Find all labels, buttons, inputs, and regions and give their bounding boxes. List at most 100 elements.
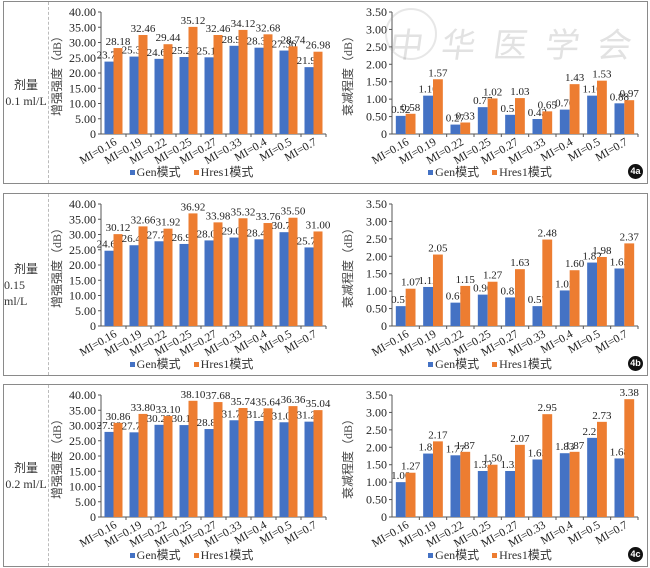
legend: Gen模式 Hres1模式 — [49, 546, 334, 563]
bar-gen — [587, 437, 597, 517]
y-tick-label: 3.00 — [366, 22, 387, 36]
data-label: 1.07 — [401, 277, 421, 289]
y-tick-label: 40.00 — [69, 197, 96, 211]
legend-swatch-hres — [492, 552, 498, 558]
y-tick-label: 0 — [90, 127, 96, 141]
y-tick-label: 0 — [381, 319, 387, 333]
bar-hres — [188, 400, 198, 517]
y-tick-label: 10.00 — [69, 480, 96, 494]
bar-gen — [304, 421, 314, 517]
data-label: 1.53 — [592, 69, 612, 81]
data-label: 2.37 — [620, 231, 640, 243]
bar-gen — [395, 306, 406, 326]
bar-hres — [313, 231, 323, 326]
data-label: 30.86 — [106, 411, 131, 423]
panel-tag: 4c — [628, 547, 643, 562]
enhancement-chart: 增强强度（dB） 0 5.00 10.00 15.00 20.00 25.00 30.00 35… — [49, 194, 334, 375]
data-label: 1.98 — [592, 245, 612, 257]
legend-label-hres: Hres1模式 — [499, 165, 552, 179]
bar-hres — [238, 407, 248, 517]
legend-swatch-gen — [428, 361, 434, 367]
legend-label-gen: Gen模式 — [435, 548, 480, 562]
y-tick-label: 3.50 — [366, 388, 387, 402]
bar-gen — [204, 429, 214, 517]
y-tick-label: 25.00 — [69, 434, 96, 448]
y-axis-label: 衰减程度（dB） — [340, 30, 355, 116]
bar-hres — [163, 416, 173, 517]
bar-hres — [238, 218, 248, 326]
y-tick-label: 3.00 — [366, 405, 387, 419]
x-tick-label: MI=0.7 — [594, 136, 630, 164]
bar-gen — [423, 286, 433, 326]
data-label: 2.95 — [538, 402, 558, 414]
data-label: 34.12 — [231, 18, 256, 30]
bar-hres — [238, 29, 248, 135]
y-axis-label: 增强强度（dB） — [49, 222, 64, 308]
data-label: 1.02 — [555, 278, 574, 290]
y-tick-label: 2.50 — [366, 40, 387, 54]
legend: Gen模式 Hres1模式 — [49, 163, 334, 180]
data-label: 32.66 — [131, 214, 156, 226]
y-tick-label: 30.00 — [69, 419, 96, 433]
data-label: 26.98 — [306, 40, 331, 52]
bar-hres — [542, 239, 553, 326]
data-label: 1.03 — [510, 86, 530, 98]
bar-gen — [254, 47, 264, 135]
data-label: 0.65 — [538, 99, 558, 111]
y-tick-label: 35.00 — [69, 403, 96, 417]
legend-label-gen: Gen模式 — [136, 165, 181, 179]
bar-hres — [542, 414, 553, 517]
bar-gen — [587, 262, 597, 326]
y-tick-label: 30.00 — [69, 36, 96, 50]
bar-hres — [163, 44, 173, 134]
y-tick-label: 5.00 — [75, 495, 96, 509]
bar-hres — [188, 213, 198, 326]
bar-gen — [104, 250, 114, 326]
y-tick-label: 20.00 — [69, 449, 96, 463]
data-label: 1.87 — [565, 440, 585, 452]
dose-value: 0.2 ml/L — [5, 476, 47, 491]
bar-gen — [614, 458, 625, 517]
data-label: 1.43 — [565, 72, 585, 84]
data-label: 0.33 — [456, 110, 476, 122]
bar-hres — [597, 421, 607, 517]
bar-gen — [279, 50, 289, 134]
y-tick-label: 40.00 — [69, 5, 96, 19]
data-label: 1.27 — [483, 270, 503, 282]
data-label: 1.60 — [565, 258, 585, 270]
data-label: 29.44 — [156, 32, 181, 44]
data-label: 35.32 — [231, 206, 256, 218]
y-tick-label: 25.00 — [69, 51, 96, 65]
bar-hres — [515, 269, 525, 326]
legend-swatch-gen — [129, 552, 135, 558]
bar-gen — [129, 245, 139, 326]
data-label: 35.50 — [281, 206, 306, 218]
bar-gen — [204, 57, 214, 134]
data-label: 2.73 — [592, 410, 612, 422]
y-tick-label: 35.00 — [69, 20, 96, 34]
bar-gen — [179, 425, 189, 517]
legend-swatch-gen — [129, 169, 135, 175]
bar-gen — [477, 470, 488, 517]
y-axis-label: 增强强度（dB） — [49, 30, 64, 116]
dose-label-cell: 剂量 0.1 ml/L — [4, 2, 49, 183]
data-label: 1.83 — [555, 441, 575, 453]
bar-gen — [154, 58, 164, 134]
bar-gen — [505, 297, 515, 326]
bar-hres — [542, 111, 553, 134]
bar-gen — [505, 114, 515, 134]
bar-gen — [559, 453, 570, 517]
y-tick-label: 40.00 — [69, 388, 96, 402]
legend: Gen模式 Hres1模式 — [334, 163, 646, 180]
bar-gen — [129, 432, 139, 517]
data-label: 28.18 — [106, 36, 131, 48]
data-label: 2.05 — [428, 243, 448, 255]
bar-gen — [614, 268, 625, 326]
bar-gen — [559, 290, 570, 326]
legend-label-hres: Hres1模式 — [499, 548, 552, 562]
bar-gen — [532, 119, 543, 134]
legend-item-hres: Hres1模式 — [193, 357, 253, 371]
bar-hres — [569, 270, 580, 326]
bar-hres — [113, 234, 123, 326]
